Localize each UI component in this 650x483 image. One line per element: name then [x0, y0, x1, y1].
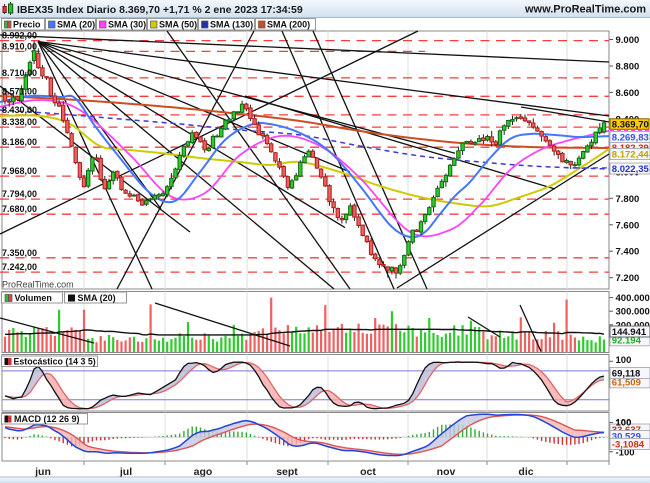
svg-text:7.680,00: 7.680,00: [2, 204, 37, 214]
svg-text:SMA (20): SMA (20): [78, 293, 116, 303]
svg-text:30,529: 30,529: [612, 431, 641, 442]
svg-text:jun: jun: [34, 466, 51, 478]
svg-text:61,509: 61,509: [612, 378, 641, 389]
svg-text:IBEX35 Index Diario 8.369,70 +: IBEX35 Index Diario 8.369,70 +1,71 % 2 e…: [17, 4, 303, 16]
svg-text:144.941: 144.941: [612, 327, 647, 338]
svg-text:jul: jul: [119, 466, 132, 478]
svg-text:7.600: 7.600: [616, 220, 640, 231]
svg-text:7.968,00: 7.968,00: [2, 166, 37, 176]
svg-text:sept: sept: [276, 466, 298, 478]
svg-text:7.200: 7.200: [616, 273, 640, 284]
svg-text:8.269,83: 8.269,83: [612, 132, 649, 143]
svg-text:8.571,00: 8.571,00: [2, 86, 37, 96]
svg-text:Precio: Precio: [13, 20, 41, 30]
svg-text:oct: oct: [360, 466, 376, 478]
svg-text:SMA (50): SMA (50): [159, 20, 197, 30]
svg-text:400.000: 400.000: [616, 293, 650, 304]
svg-text:69,118: 69,118: [612, 368, 641, 379]
svg-text:9.000: 9.000: [616, 35, 640, 46]
svg-text:8.600: 8.600: [616, 88, 640, 99]
svg-text:SMA (200): SMA (200): [267, 20, 310, 30]
svg-text:8.186,00: 8.186,00: [2, 137, 37, 147]
svg-text:www.ProRealTime.com: www.ProRealTime.com: [524, 4, 646, 16]
svg-text:8.910,00: 8.910,00: [2, 41, 37, 51]
svg-text:dic: dic: [518, 466, 533, 478]
svg-text:100: 100: [616, 355, 632, 366]
svg-text:8.430,00: 8.430,00: [2, 105, 37, 115]
svg-text:SMA (130): SMA (130): [210, 20, 253, 30]
svg-text:8.022,35: 8.022,35: [612, 164, 650, 175]
svg-text:7.800: 7.800: [616, 194, 640, 205]
svg-text:-3,1084: -3,1084: [612, 439, 645, 450]
svg-text:Estocástico (14 3 5): Estocástico (14 3 5): [14, 357, 96, 367]
svg-text:ProRealTime.com: ProRealTime.com: [2, 280, 74, 290]
svg-text:8.338,00: 8.338,00: [2, 117, 37, 127]
svg-text:8.800: 8.800: [616, 62, 640, 73]
svg-text:7.350,00: 7.350,00: [2, 248, 37, 258]
svg-text:100: 100: [616, 418, 632, 429]
svg-text:SMA (30): SMA (30): [108, 20, 146, 30]
svg-text:8.369,70: 8.369,70: [612, 119, 649, 130]
svg-text:-100: -100: [616, 447, 635, 458]
svg-text:92.194: 92.194: [612, 336, 642, 347]
svg-text:8.710,00: 8.710,00: [2, 68, 37, 78]
svg-text:7.794,00: 7.794,00: [2, 189, 37, 199]
svg-text:100: 100: [616, 418, 632, 429]
svg-text:7.400: 7.400: [616, 247, 640, 258]
svg-text:MACD (12 26 9): MACD (12 26 9): [14, 414, 80, 424]
svg-text:ago: ago: [194, 466, 213, 478]
svg-text:Volumen: Volumen: [15, 293, 52, 303]
svg-text:8.992,00: 8.992,00: [2, 31, 37, 41]
svg-text:8.172,44: 8.172,44: [612, 149, 650, 160]
svg-text:300.000: 300.000: [616, 307, 650, 318]
svg-text:7.242,00: 7.242,00: [2, 262, 37, 272]
svg-text:SMA (20): SMA (20): [57, 20, 95, 30]
svg-text:nov: nov: [437, 466, 456, 478]
